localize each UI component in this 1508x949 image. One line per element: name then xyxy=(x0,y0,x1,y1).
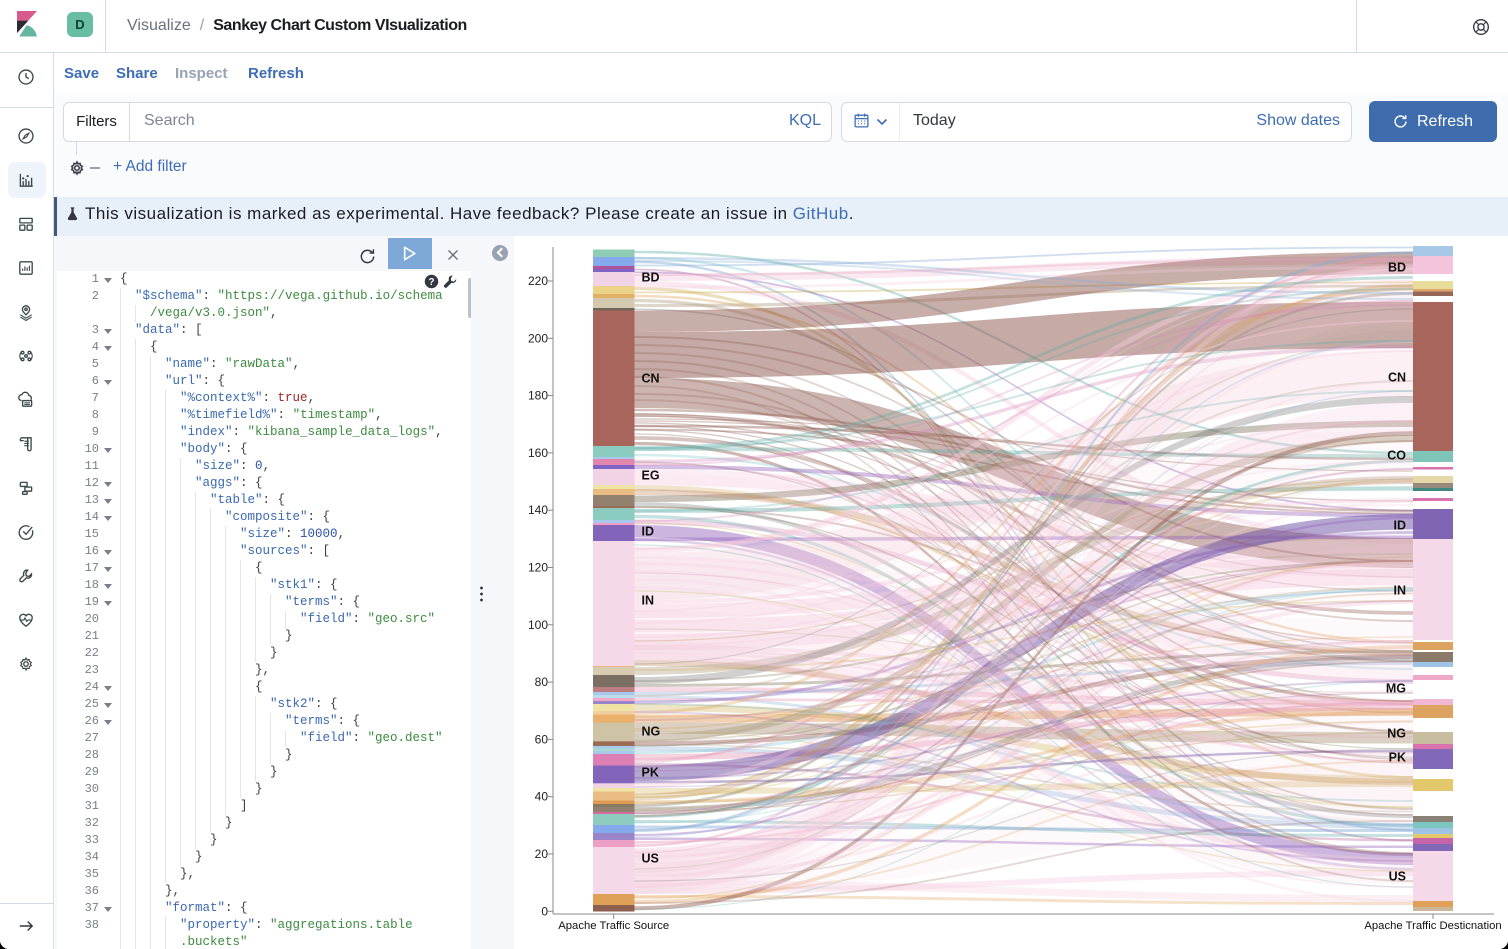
svg-text:CN: CN xyxy=(642,372,660,386)
svg-text:180: 180 xyxy=(528,389,548,403)
svg-text:NG: NG xyxy=(1387,727,1406,741)
svg-text:IN: IN xyxy=(1394,584,1407,598)
svg-text:CN: CN xyxy=(1388,371,1406,385)
svg-text:20: 20 xyxy=(535,847,549,861)
svg-text:220: 220 xyxy=(528,274,548,288)
svg-text:PK: PK xyxy=(642,766,659,780)
svg-text:US: US xyxy=(642,852,659,866)
svg-text:120: 120 xyxy=(528,561,548,575)
svg-text:40: 40 xyxy=(535,790,549,804)
svg-text:200: 200 xyxy=(528,331,548,345)
svg-text:EG: EG xyxy=(642,469,660,483)
svg-text:NG: NG xyxy=(642,725,661,739)
svg-text:ID: ID xyxy=(1394,519,1407,533)
svg-text:ID: ID xyxy=(642,525,655,539)
svg-text:160: 160 xyxy=(528,446,548,460)
svg-text:100: 100 xyxy=(528,618,548,632)
svg-text:PK: PK xyxy=(1389,751,1406,765)
svg-text:US: US xyxy=(1389,870,1406,884)
svg-text:140: 140 xyxy=(528,503,548,517)
svg-text:0: 0 xyxy=(541,904,548,918)
svg-text:BD: BD xyxy=(1388,261,1406,275)
svg-text:CO: CO xyxy=(1387,449,1406,463)
svg-text:Apache Traffic Source: Apache Traffic Source xyxy=(558,920,669,932)
svg-text:Apache Traffic Desticnation: Apache Traffic Desticnation xyxy=(1364,920,1501,932)
svg-text:?: ? xyxy=(428,277,434,288)
svg-text:MG: MG xyxy=(1386,682,1406,696)
svg-text:80: 80 xyxy=(535,675,549,689)
svg-text:IN: IN xyxy=(642,594,655,608)
svg-text:BD: BD xyxy=(642,271,660,285)
svg-text:60: 60 xyxy=(535,732,549,746)
